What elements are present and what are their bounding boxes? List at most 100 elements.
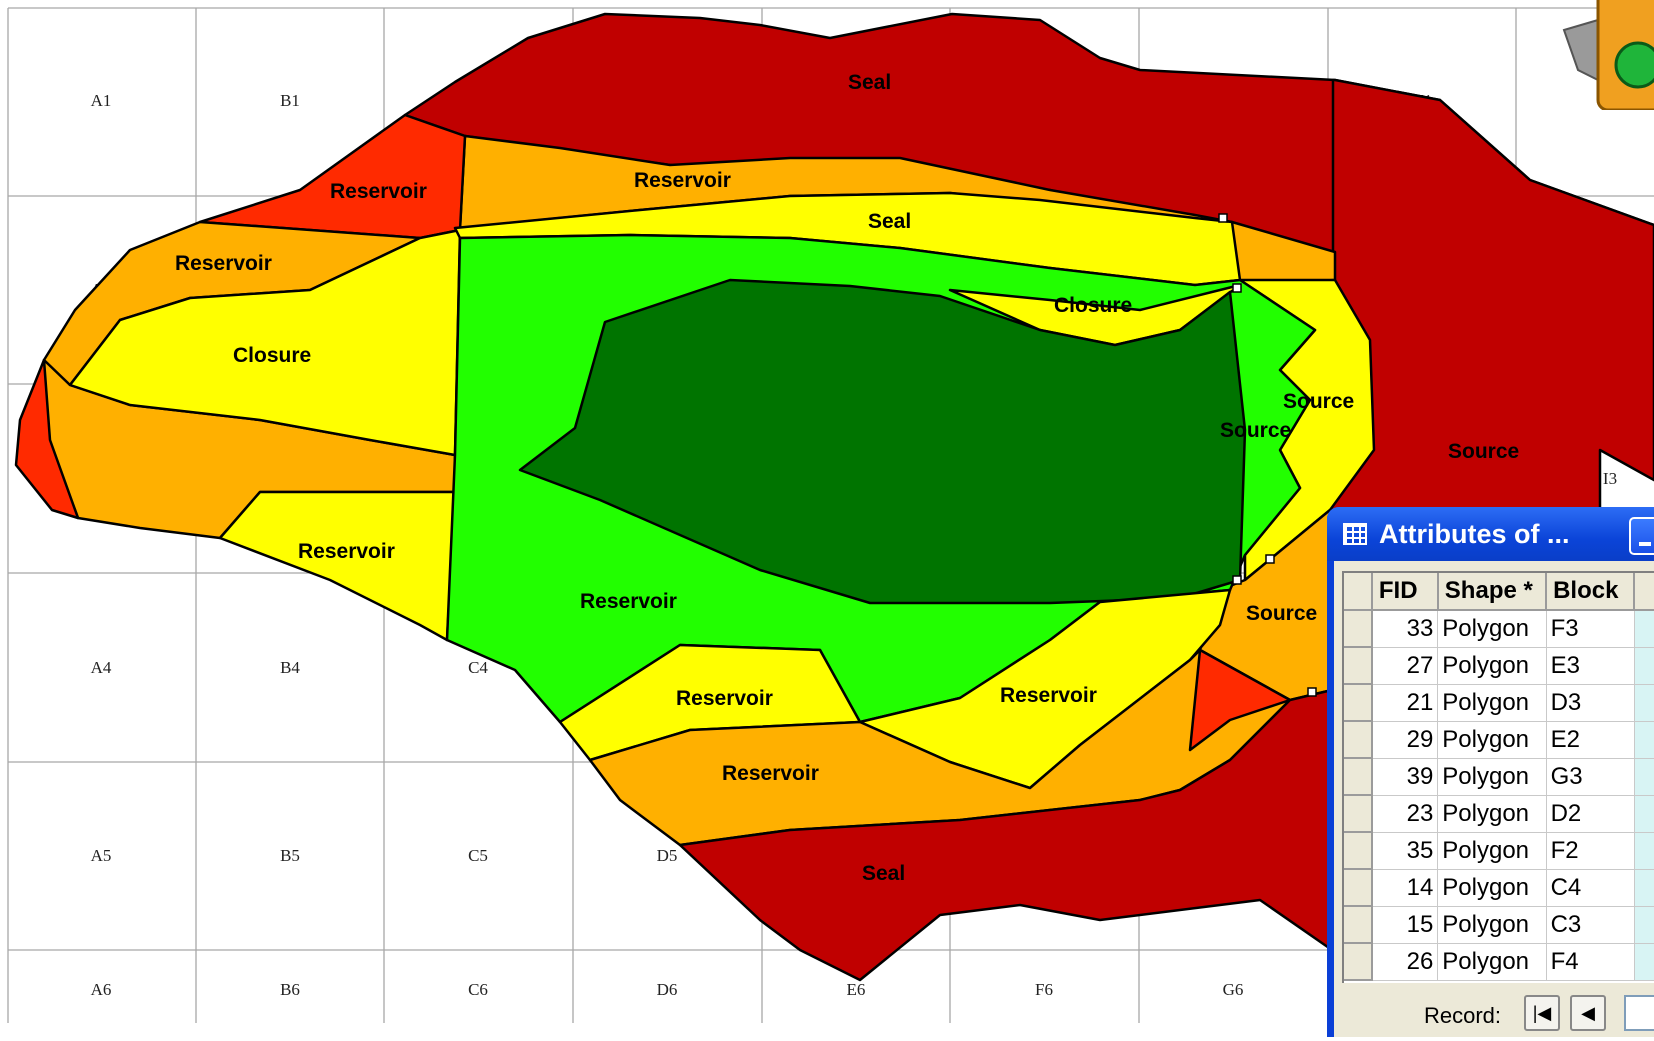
reservoir-red-bottom-right-polygon[interactable] [1188,648,1292,752]
zone-label-closure-left: Closure [233,344,311,367]
cell-block[interactable]: E2 [1546,721,1635,759]
zone-label-reservoir-yellow-br: Reservoir [1000,684,1097,707]
row-selector-header[interactable] [1344,573,1373,611]
cell-shape[interactable]: Polygon [1437,721,1547,759]
cell-shape[interactable]: Polygon [1437,684,1547,722]
attributes-table[interactable]: FID Shape * Block 33 Polygon F3 27 Polygon E3… [1342,571,1654,983]
zone-label-reservoir-red: Reservoir [330,180,427,203]
previous-record-icon[interactable]: ◀ [1570,995,1606,1031]
row-selector[interactable] [1344,610,1373,648]
attributes-titlebar[interactable]: Attributes of ... [1327,507,1654,561]
cell-fid[interactable]: 33 [1371,610,1439,648]
zone-label-reservoir-top: Reservoir [634,169,731,192]
cell-extra[interactable] [1634,647,1654,685]
row-selector[interactable] [1344,647,1373,685]
zone-labels: Seal Reservoir Reservoir Seal Reservoir … [175,71,1519,885]
grid-cell-label: A1 [91,91,112,110]
grid-cell-label: B6 [280,980,300,999]
cell-block[interactable]: G3 [1546,758,1635,796]
reservoir-yellow-left-polygon[interactable] [218,490,457,642]
cell-fid[interactable]: 26 [1371,943,1439,981]
cell-fid[interactable]: 14 [1371,869,1439,907]
table-row[interactable]: 29 Polygon E2 [1344,721,1654,759]
cell-extra[interactable] [1634,721,1654,759]
column-header-fid[interactable]: FID [1371,573,1439,611]
cell-fid[interactable]: 29 [1371,721,1439,759]
cell-block[interactable]: E3 [1546,647,1635,685]
cell-shape[interactable]: Polygon [1437,943,1547,981]
cell-shape[interactable]: Polygon [1437,647,1547,685]
cell-extra[interactable] [1634,832,1654,870]
cell-extra[interactable] [1634,943,1654,981]
cell-shape[interactable]: Polygon [1437,610,1547,648]
row-selector[interactable] [1344,832,1373,870]
row-selector[interactable] [1344,795,1373,833]
zone-label-seal-bottom: Seal [862,862,905,885]
cell-shape[interactable]: Polygon [1437,906,1547,944]
cell-extra[interactable] [1634,869,1654,907]
row-selector[interactable] [1344,684,1373,722]
column-header-block[interactable]: Block [1546,573,1636,611]
column-header-shape[interactable]: Shape * [1437,573,1548,611]
table-row[interactable]: 33 Polygon F3 [1344,610,1654,648]
record-number-input[interactable] [1624,995,1654,1031]
grid-cell-label: B5 [280,846,300,865]
table-row[interactable]: 14 Polygon C4 [1344,869,1654,907]
cell-block[interactable]: F3 [1546,610,1635,648]
row-selector[interactable] [1344,758,1373,796]
row-selector[interactable] [1344,721,1373,759]
cell-fid[interactable]: 23 [1371,795,1439,833]
attributes-window[interactable]: Attributes of ... FID Shape * Block 33 Po… [1327,507,1654,1037]
cell-block[interactable]: C3 [1546,906,1635,944]
cell-block[interactable]: D2 [1546,795,1635,833]
reservoir-red-far-left-polygon[interactable] [14,358,80,520]
source-core-polygon[interactable] [518,278,1247,605]
cell-extra[interactable] [1634,906,1654,944]
table-row[interactable]: 15 Polygon C3 [1344,906,1654,944]
row-selector[interactable] [1344,906,1373,944]
row-selector[interactable] [1344,943,1373,981]
column-header-extra[interactable] [1634,573,1654,611]
vertex-handles[interactable] [1218,213,1317,697]
cell-fid[interactable]: 39 [1371,758,1439,796]
attributes-rows: 33 Polygon F3 27 Polygon E3 21 Polygon D3 29 Polyg… [1344,610,1654,981]
minimize-button[interactable] [1629,517,1654,555]
cell-shape[interactable]: Polygon [1437,795,1547,833]
cell-shape[interactable]: Polygon [1437,832,1547,870]
zone-label-source-orange: Source [1246,602,1317,625]
cell-extra[interactable] [1634,610,1654,648]
cell-extra[interactable] [1634,758,1654,796]
cell-block[interactable]: D3 [1546,684,1635,722]
reservoir-red-left-polygon[interactable] [198,113,467,240]
cell-block[interactable]: F2 [1546,832,1635,870]
row-selector[interactable] [1344,869,1373,907]
cell-block[interactable]: F4 [1546,943,1635,981]
table-row[interactable]: 23 Polygon D2 [1344,795,1654,833]
cell-shape[interactable]: Polygon [1437,869,1547,907]
cell-block[interactable]: C4 [1546,869,1635,907]
zone-label-seal-top: Seal [848,71,891,94]
table-row[interactable]: 35 Polygon F2 [1344,832,1654,870]
cell-fid[interactable]: 27 [1371,647,1439,685]
traffic-light-icon[interactable] [1558,0,1654,110]
grid-cell-label: I3 [1603,469,1617,488]
cell-fid[interactable]: 35 [1371,832,1439,870]
cell-extra[interactable] [1634,795,1654,833]
table-row[interactable]: 39 Polygon G3 [1344,758,1654,796]
zone-label-source-core: Source [1220,419,1291,442]
grid-cell-label: D6 [657,980,678,999]
grid-cell-label: A6 [91,980,112,999]
table-row[interactable]: 21 Polygon D3 [1344,684,1654,722]
grid-cell-label: B4 [280,658,300,677]
cell-fid[interactable]: 21 [1371,684,1439,722]
cell-extra[interactable] [1634,684,1654,722]
table-row[interactable]: 27 Polygon E3 [1344,647,1654,685]
polygon-layer[interactable] [14,12,1654,982]
grid-cell-label: F6 [1035,980,1053,999]
table-row[interactable]: 26 Polygon F4 [1344,943,1654,981]
cell-shape[interactable]: Polygon [1437,758,1547,796]
zone-label-reservoir-green: Reservoir [580,590,677,613]
cell-fid[interactable]: 15 [1371,906,1439,944]
first-record-icon[interactable]: |◀ [1524,995,1560,1031]
